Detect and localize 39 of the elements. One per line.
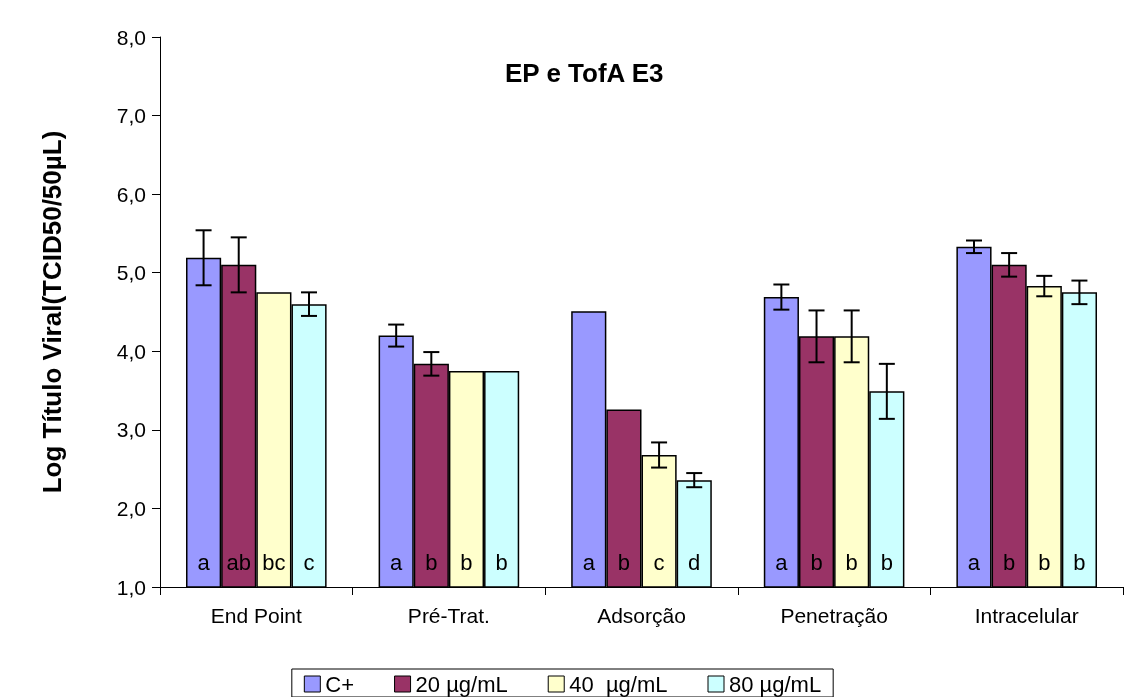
legend-label: 20 µg/mL xyxy=(415,671,508,697)
y-tick-label: 6,0 xyxy=(116,182,146,206)
x-tick-label: Penetração xyxy=(780,604,888,627)
y-tick-label: 4,0 xyxy=(116,339,146,363)
data-label: c xyxy=(303,550,315,576)
y-tick-label: 7,0 xyxy=(116,104,146,128)
data-label: ab xyxy=(226,550,251,576)
data-label: a xyxy=(197,550,211,576)
y-tick-label: 2,0 xyxy=(116,496,146,520)
legend-label: C+ xyxy=(325,671,355,697)
data-label: bc xyxy=(262,550,286,576)
legend-label: 80 µg/mL xyxy=(729,671,822,697)
x-tick-label: Pré-Trat. xyxy=(407,604,490,627)
data-label: d xyxy=(688,550,701,576)
legend-label: 40 µg/mL xyxy=(569,671,668,697)
data-label: b xyxy=(845,550,858,576)
data-label: a xyxy=(775,550,789,576)
x-tick-label: Intracelular xyxy=(974,604,1079,627)
x-tick-label: End Point xyxy=(210,604,302,627)
data-label: a xyxy=(582,550,596,576)
y-tick-label: 8,0 xyxy=(116,25,146,49)
data-label: b xyxy=(1038,550,1051,576)
y-tick-label: 3,0 xyxy=(116,418,146,442)
data-label: b xyxy=(880,550,893,576)
data-label: c xyxy=(653,550,665,576)
y-tick-label: 5,0 xyxy=(116,261,146,285)
data-label: b xyxy=(495,550,508,576)
data-label: b xyxy=(1073,550,1086,576)
data-label: b xyxy=(425,550,438,576)
data-label: a xyxy=(390,550,404,576)
data-label: a xyxy=(967,550,981,576)
data-label: b xyxy=(460,550,473,576)
y-tick-label: 1,0 xyxy=(116,575,146,599)
data-label: b xyxy=(617,550,631,576)
data-label: b xyxy=(1003,550,1016,576)
x-tick-label: Adsorção xyxy=(597,604,686,627)
text: EP e TofA E3 xyxy=(505,58,664,88)
data-label: b xyxy=(810,550,823,576)
y-axis-title: Log Título Viral(TCID50/50µL) xyxy=(37,130,67,494)
